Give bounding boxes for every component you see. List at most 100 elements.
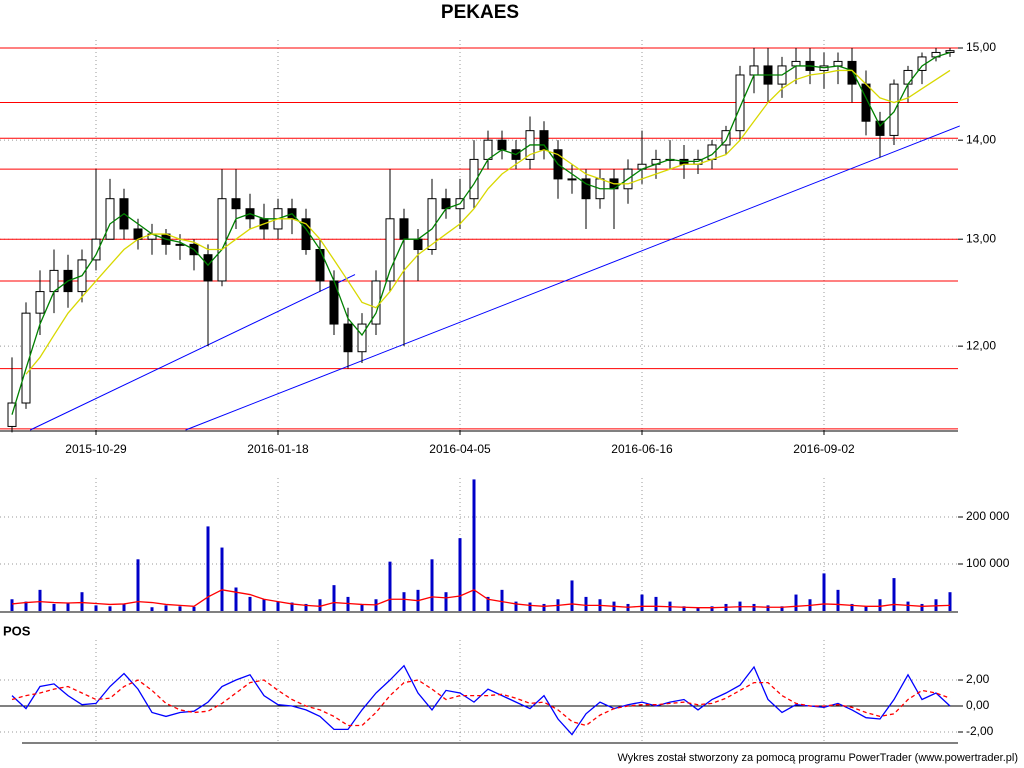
candle-body [833, 60, 843, 67]
volume-bar [654, 596, 658, 611]
volume-bar [248, 596, 252, 611]
y-tick-label: 100 000 [966, 556, 1010, 570]
volume-bar [710, 606, 714, 611]
series-line [11, 679, 951, 727]
panel-title: POS [3, 623, 31, 638]
volume-bar [150, 607, 154, 611]
volume-bar [80, 592, 84, 611]
volume-bar [444, 592, 448, 611]
volume-bar [584, 596, 588, 611]
y-tick-label: 13,00 [966, 231, 996, 245]
volume-bar [290, 602, 294, 611]
candle-body [749, 65, 759, 76]
volume-bar [24, 601, 28, 611]
series-line [11, 589, 951, 609]
y-tick-label: 2,00 [966, 672, 990, 686]
candle-body [413, 238, 423, 251]
candle-body [497, 139, 507, 151]
volume-bar [878, 599, 882, 611]
volume-bar [682, 606, 686, 611]
volume-bar [122, 603, 126, 611]
x-tick-label: 2015-10-29 [65, 442, 127, 456]
candle-body [847, 60, 857, 85]
volume-bar [542, 603, 546, 611]
volume-bar [500, 589, 504, 611]
candle-body [539, 130, 549, 151]
volume-bar [640, 594, 644, 611]
volume-bar [52, 603, 56, 611]
trend-line [185, 125, 960, 431]
volume-bar [178, 606, 182, 611]
candle-body [791, 60, 801, 67]
x-tick-label: 2016-09-02 [793, 442, 855, 456]
candle-body [217, 198, 227, 282]
trend-line [29, 274, 356, 431]
volume-bar [94, 605, 98, 611]
candle-body [903, 69, 913, 85]
volume-bar [402, 592, 406, 611]
volume-bar [332, 585, 336, 611]
volume-bar [304, 603, 308, 611]
candle-body [581, 178, 591, 200]
candle-body [7, 402, 17, 427]
candle-body [203, 254, 213, 282]
volume-bar [206, 526, 210, 611]
volume-bar [220, 547, 224, 611]
volume-bar [486, 596, 490, 611]
candle-body [567, 178, 577, 181]
volume-bar [948, 592, 952, 611]
series-line [25, 69, 951, 375]
y-tick-label: 200 000 [966, 509, 1010, 523]
candle-body [399, 218, 409, 240]
candle-body [91, 238, 101, 261]
x-tick-label: 2016-01-18 [247, 442, 309, 456]
volume-bar [850, 603, 854, 611]
volume-bar [136, 559, 140, 611]
volume-bar [360, 603, 364, 611]
candle-body [889, 83, 899, 136]
volume-bar [836, 589, 840, 611]
volume-bar [430, 559, 434, 611]
candle-body [343, 323, 353, 353]
candle-body [483, 139, 493, 160]
candle-body [469, 158, 479, 200]
candle-body [357, 323, 367, 353]
candle-body [945, 50, 955, 53]
footer: Wykres został stworzony za pomocą progra… [617, 752, 1018, 764]
volume-bar [528, 602, 532, 611]
volume-bar [164, 605, 168, 611]
volume-bar [38, 589, 42, 611]
volume-bar [892, 578, 896, 611]
series-line [11, 664, 951, 736]
candle-body [875, 120, 885, 136]
candle-body [231, 198, 241, 210]
x-tick-label: 2016-04-05 [429, 442, 491, 456]
volume-bar [234, 587, 238, 611]
candle-body [175, 243, 185, 246]
volume-bar [780, 606, 784, 611]
volume-bar [66, 602, 70, 611]
volume-bar [696, 607, 700, 611]
candle-body [49, 269, 59, 293]
y-tick-label: 15,00 [966, 40, 996, 54]
candle-body [735, 74, 745, 132]
candle-body [721, 130, 731, 146]
candle-body [385, 218, 395, 282]
series-line [11, 51, 951, 415]
volume-bar [10, 599, 14, 611]
y-tick-label: -2,00 [966, 724, 994, 738]
volume-bar [108, 606, 112, 611]
candle-body [35, 291, 45, 314]
y-tick-label: 14,00 [966, 132, 996, 146]
volume-bar [570, 580, 574, 611]
volume-bar [766, 605, 770, 611]
candle-body [105, 198, 115, 240]
volume-bar [388, 561, 392, 611]
volume-bar [472, 479, 476, 611]
volume-bar [864, 606, 868, 611]
x-tick-label: 2016-06-16 [611, 442, 673, 456]
volume-bar [794, 594, 798, 611]
volume-bar [906, 601, 910, 611]
volume-bar [934, 599, 938, 611]
